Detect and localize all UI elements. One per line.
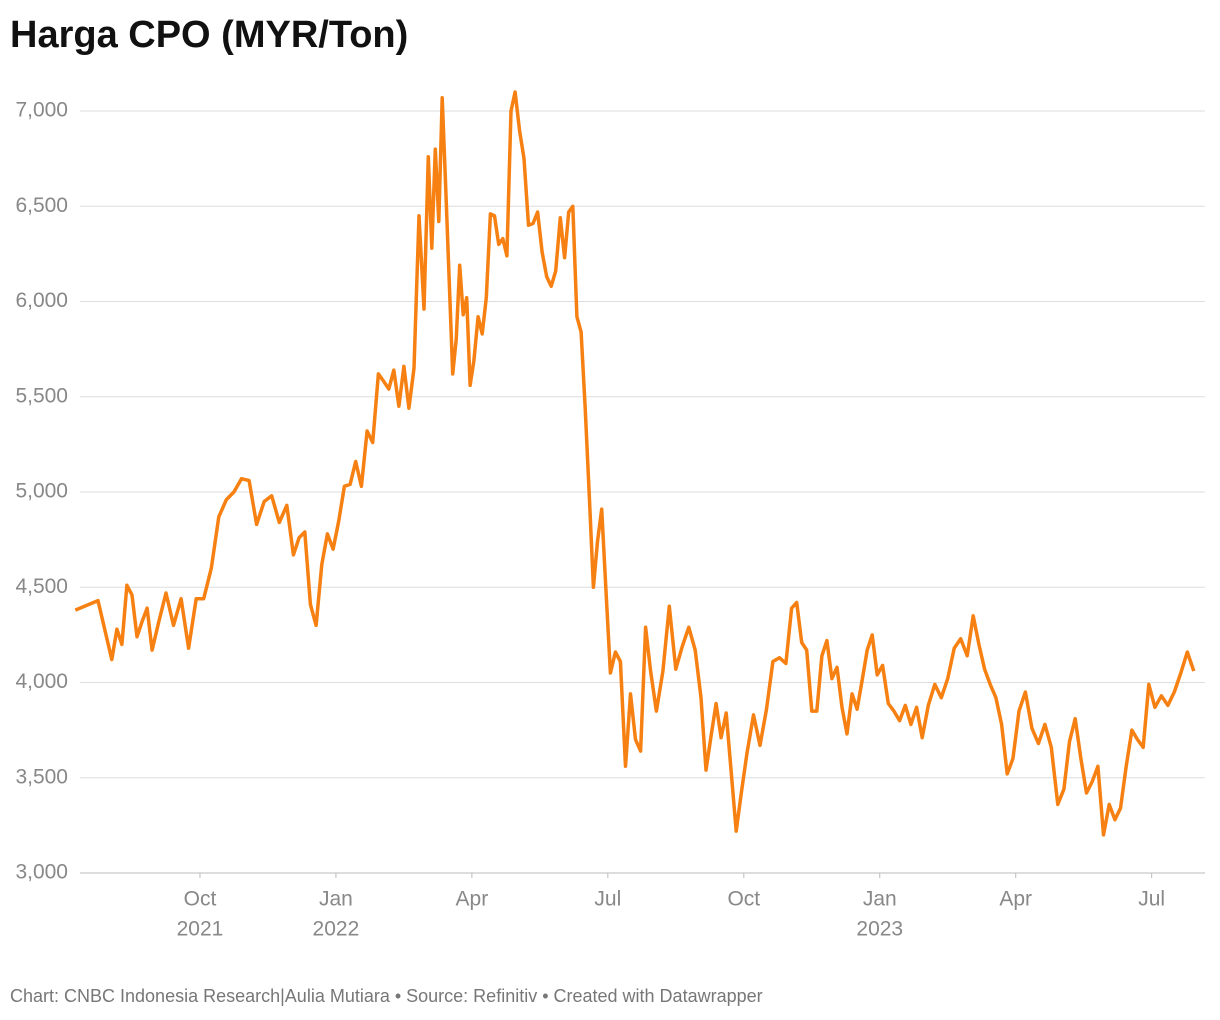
price-line	[74, 90, 1196, 837]
x-tick-label: 2021	[177, 918, 224, 941]
y-tick-label: 5,500	[15, 384, 68, 407]
y-tick-label: 4,500	[15, 575, 68, 598]
x-tick-label: 2023	[856, 918, 903, 941]
x-tick-label: Jul	[594, 888, 621, 911]
y-tick-label: 3,000	[15, 861, 68, 884]
x-tick-label: Apr	[456, 888, 489, 911]
chart-title: Harga CPO (MYR/Ton)	[10, 14, 408, 56]
x-tick-label: Oct	[184, 888, 217, 911]
chart-footer: Chart: CNBC Indonesia Research|Aulia Mut…	[10, 986, 763, 1006]
x-tick-label: Jan	[863, 888, 897, 911]
x-tick-label: Oct	[727, 888, 760, 911]
y-tick-label: 4,000	[15, 670, 68, 693]
y-tick-label: 6,500	[15, 194, 68, 217]
x-tick-label: Jul	[1138, 888, 1165, 911]
x-tick-label: 2022	[313, 918, 360, 941]
y-tick-label: 7,000	[15, 99, 68, 122]
y-tick-label: 5,000	[15, 480, 68, 503]
x-tick-label: Apr	[999, 888, 1032, 911]
y-tick-label: 3,500	[15, 765, 68, 788]
x-tick-label: Jan	[319, 888, 353, 911]
y-tick-label: 6,000	[15, 289, 68, 312]
